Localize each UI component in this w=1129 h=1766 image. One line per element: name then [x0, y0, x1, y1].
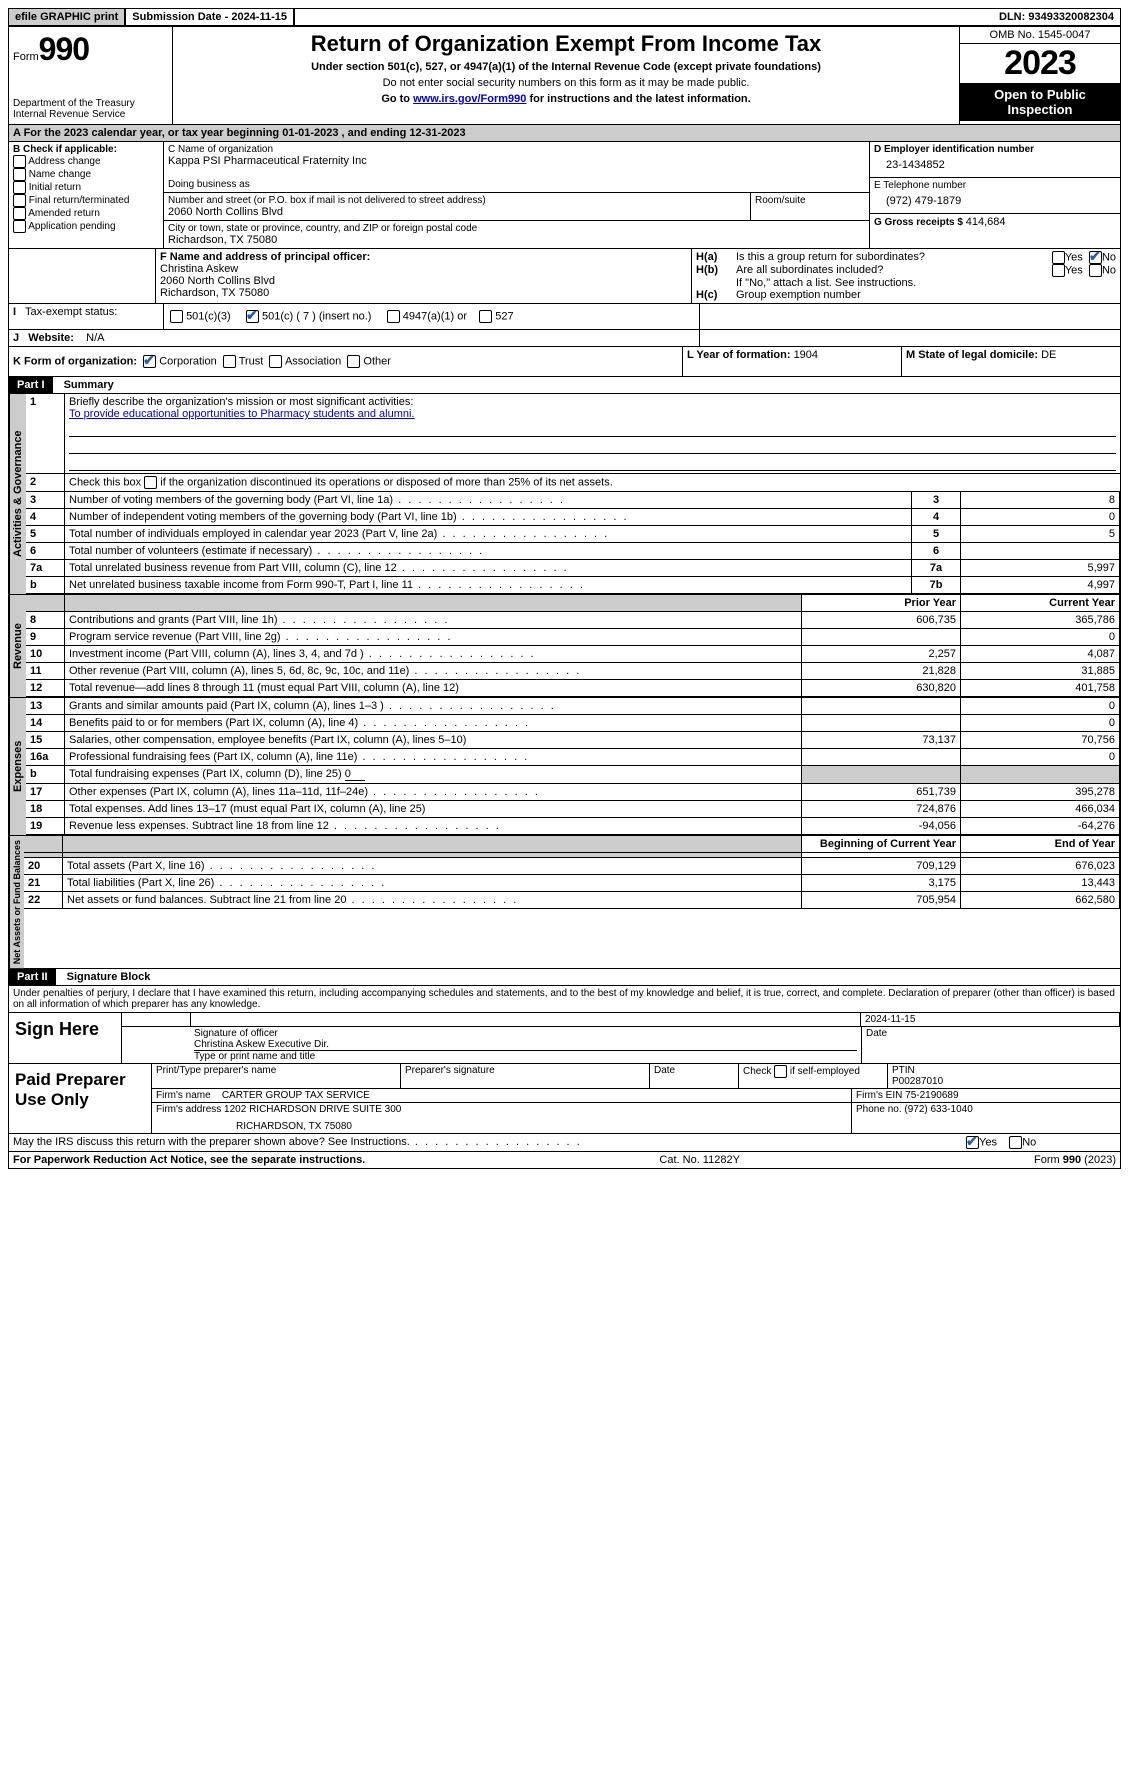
checkbox-address-change[interactable]: [13, 155, 26, 168]
telephone: (972) 479-1879: [874, 191, 1116, 211]
checkbox-ha-yes[interactable]: [1052, 251, 1065, 264]
vtab-revenue: Revenue: [9, 595, 26, 697]
firm-phone: (972) 633-1040: [904, 1104, 972, 1115]
checkbox-hb-no[interactable]: [1089, 264, 1102, 277]
irs-link[interactable]: www.irs.gov/Form990: [413, 93, 526, 105]
firm-name: CARTER GROUP TAX SERVICE: [222, 1090, 370, 1101]
gross-receipts: 414,684: [966, 216, 1006, 228]
netassets-section: Net Assets or Fund Balances Beginning of…: [9, 836, 1120, 969]
discuss-row: May the IRS discuss this return with the…: [9, 1133, 1120, 1152]
checkbox-final-return[interactable]: [13, 194, 26, 207]
officer-signature: Christina Askew Executive Dir.: [194, 1039, 857, 1051]
sign-here-section: Sign Here 2024-11-15 Signature of office…: [9, 1012, 1120, 1063]
box-h: H(a) Is this a group return for subordin…: [692, 249, 1120, 303]
tax-year: 2023: [960, 44, 1120, 83]
checkbox-app-pending[interactable]: [13, 220, 26, 233]
part2-header: Part II Signature Block: [9, 969, 1120, 986]
revenue-section: Revenue Prior YearCurrent Year 8Contribu…: [9, 595, 1120, 698]
checkbox-discuss-no[interactable]: [1009, 1136, 1022, 1149]
dept-irs: Internal Revenue Service: [13, 109, 168, 120]
checkbox-amended[interactable]: [13, 207, 26, 220]
checkbox-527[interactable]: [479, 310, 492, 323]
form-number: Form990: [13, 31, 168, 68]
expenses-section: Expenses 13Grants and similar amounts pa…: [9, 698, 1120, 836]
checkbox-assoc[interactable]: [269, 355, 282, 368]
checkbox-ha-no[interactable]: [1089, 251, 1102, 264]
ptin: P00287010: [892, 1076, 1116, 1087]
ssn-warning: Do not enter social security numbers on …: [181, 77, 951, 89]
box-d: D Employer identification number 23-1434…: [869, 142, 1120, 248]
checkbox-self-employed[interactable]: [774, 1065, 787, 1078]
klm-row: K Form of organization: Corporation Trus…: [9, 347, 1120, 377]
form-container: efile GRAPHIC print Submission Date - 20…: [8, 8, 1121, 1169]
officer-group-section: F Name and address of principal officer:…: [9, 249, 1120, 304]
checkbox-initial-return[interactable]: [13, 181, 26, 194]
box-f: F Name and address of principal officer:…: [156, 249, 692, 303]
submission-date: Submission Date - 2024-11-15: [126, 9, 295, 25]
checkbox-501c3[interactable]: [170, 310, 183, 323]
form-title: Return of Organization Exempt From Incom…: [181, 31, 951, 57]
form-subtitle: Under section 501(c), 527, or 4947(a)(1)…: [181, 61, 951, 73]
checkbox-other[interactable]: [347, 355, 360, 368]
goto-line: Go to www.irs.gov/Form990 for instructio…: [181, 93, 951, 105]
part1-header: Part I Summary: [9, 377, 1120, 394]
ein: 23-1434852: [874, 155, 1116, 175]
checkbox-corp[interactable]: [143, 355, 156, 368]
vtab-governance: Activities & Governance: [9, 394, 26, 594]
checkbox-discontinued[interactable]: [144, 476, 157, 489]
page-footer: For Paperwork Reduction Act Notice, see …: [9, 1152, 1120, 1168]
vtab-netassets: Net Assets or Fund Balances: [9, 836, 24, 968]
firm-ein: 75-2190689: [905, 1090, 958, 1101]
checkbox-trust[interactable]: [223, 355, 236, 368]
org-city: Richardson, TX 75080: [168, 234, 865, 246]
open-inspection: Open to Public Inspection: [960, 83, 1120, 121]
checkbox-discuss-yes[interactable]: [966, 1136, 979, 1149]
efile-label: efile GRAPHIC print: [9, 9, 126, 25]
preparer-section: Paid Preparer Use Only Print/Type prepar…: [9, 1063, 1120, 1133]
form-header: Form990 Department of the Treasury Inter…: [9, 27, 1120, 125]
top-bar: efile GRAPHIC print Submission Date - 20…: [9, 9, 1120, 27]
org-name: Kappa PSI Pharmaceutical Fraternity Inc: [168, 155, 865, 167]
dln: DLN: 93493320082304: [993, 9, 1120, 25]
tax-exempt-row: I Tax-exempt status: 501(c)(3) 501(c) ( …: [9, 304, 1120, 330]
governance-section: Activities & Governance 1 Briefly descri…: [9, 394, 1120, 595]
checkbox-hb-yes[interactable]: [1052, 264, 1065, 277]
org-info-section: B Check if applicable: Address change Na…: [9, 142, 1120, 249]
org-street: 2060 North Collins Blvd: [168, 206, 746, 218]
box-c: C Name of organization Kappa PSI Pharmac…: [164, 142, 869, 248]
omb-number: OMB No. 1545-0047: [960, 27, 1120, 44]
checkbox-501c[interactable]: [246, 310, 259, 323]
checkbox-4947[interactable]: [387, 310, 400, 323]
checkbox-name-change[interactable]: [13, 168, 26, 181]
vtab-expenses: Expenses: [9, 698, 26, 835]
box-b: B Check if applicable: Address change Na…: [9, 142, 164, 248]
mission-text[interactable]: To provide educational opportunities to …: [69, 408, 1116, 420]
website-row: J Website: N/A: [9, 330, 1120, 347]
dept-treasury: Department of the Treasury: [13, 98, 168, 109]
tax-year-line: A For the 2023 calendar year, or tax yea…: [9, 125, 1120, 142]
perjury-text: Under penalties of perjury, I declare th…: [9, 986, 1120, 1012]
